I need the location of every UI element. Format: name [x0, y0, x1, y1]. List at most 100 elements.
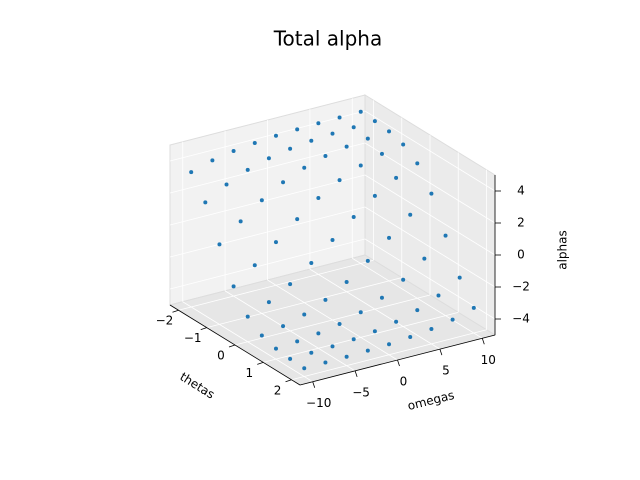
point	[337, 321, 342, 326]
y-tick-label: 5	[442, 364, 450, 378]
point	[394, 175, 399, 180]
grid-line	[169, 206, 366, 258]
point	[471, 305, 476, 310]
point	[252, 263, 257, 268]
point	[330, 131, 335, 136]
point	[266, 300, 271, 305]
point	[302, 366, 307, 371]
point	[401, 142, 406, 147]
point	[288, 282, 293, 287]
x-axis	[169, 304, 301, 386]
grid-line	[352, 257, 483, 339]
point	[351, 214, 356, 219]
y-tick-label: −5	[352, 385, 370, 399]
point	[281, 324, 286, 329]
point	[415, 161, 420, 166]
point	[224, 182, 229, 187]
grid-line	[364, 142, 496, 224]
point	[358, 109, 363, 114]
point	[217, 242, 222, 247]
point	[288, 356, 293, 361]
point	[273, 133, 278, 138]
point	[295, 339, 300, 344]
point	[309, 350, 314, 355]
point	[273, 240, 278, 245]
point	[309, 261, 314, 266]
point	[450, 317, 455, 322]
grid-line	[182, 301, 313, 383]
grid-line	[224, 290, 356, 372]
point	[259, 198, 264, 203]
point	[203, 200, 208, 205]
chart-title: Total alpha	[273, 27, 383, 51]
point	[323, 360, 328, 365]
point	[281, 180, 286, 185]
y-tick	[312, 381, 316, 388]
point	[323, 154, 328, 159]
point	[394, 319, 399, 324]
point	[344, 354, 349, 359]
point	[344, 279, 349, 284]
point	[401, 277, 406, 282]
point	[358, 163, 363, 168]
point	[266, 156, 271, 161]
x-tick	[257, 362, 264, 365]
x-tick	[228, 344, 236, 348]
z-tick-label: 4	[517, 184, 525, 198]
x-tick-label: −2	[156, 314, 174, 328]
grid-line	[309, 268, 441, 350]
grid-line	[169, 110, 366, 162]
y-tick	[439, 349, 443, 356]
point	[436, 293, 441, 298]
point	[457, 275, 462, 280]
point	[316, 196, 321, 201]
point	[245, 167, 250, 172]
z-tick-label: 2	[517, 216, 525, 230]
y-tick	[354, 370, 358, 377]
point	[387, 235, 392, 240]
grid-line	[364, 238, 496, 320]
point	[365, 136, 370, 141]
point	[372, 193, 377, 198]
point	[337, 178, 342, 183]
x-tick	[285, 379, 292, 383]
point	[351, 125, 356, 130]
point	[387, 129, 392, 134]
point	[295, 127, 300, 132]
point	[365, 258, 370, 263]
x-tick	[172, 309, 179, 313]
grid-line	[169, 142, 366, 194]
x-tick-label: −1	[184, 331, 202, 345]
point	[422, 256, 427, 261]
y-tick-label: −10	[306, 396, 331, 410]
y-axis-label: omegas	[406, 388, 456, 413]
point	[415, 308, 420, 313]
point	[309, 138, 314, 143]
point	[252, 140, 257, 145]
point	[365, 348, 370, 353]
point	[259, 333, 264, 338]
point	[288, 146, 293, 151]
point	[245, 314, 250, 319]
point	[429, 191, 434, 196]
point	[316, 121, 321, 126]
point	[330, 344, 335, 349]
point	[379, 151, 384, 156]
point	[238, 219, 243, 224]
point	[189, 170, 194, 175]
y-tick-label: 0	[400, 375, 408, 389]
x-tick-label: 0	[217, 349, 225, 363]
point	[273, 346, 278, 351]
point	[337, 115, 342, 120]
point	[387, 342, 392, 347]
z-tick-label: −4	[512, 312, 530, 326]
z-tick-label: −2	[512, 280, 530, 294]
grid-line	[267, 279, 398, 361]
point	[408, 335, 413, 340]
y-tick	[397, 359, 400, 367]
grid-line	[169, 174, 366, 226]
z-tick-label: 0	[517, 248, 525, 262]
y-tick-label: 10	[481, 353, 496, 367]
point	[372, 329, 377, 334]
